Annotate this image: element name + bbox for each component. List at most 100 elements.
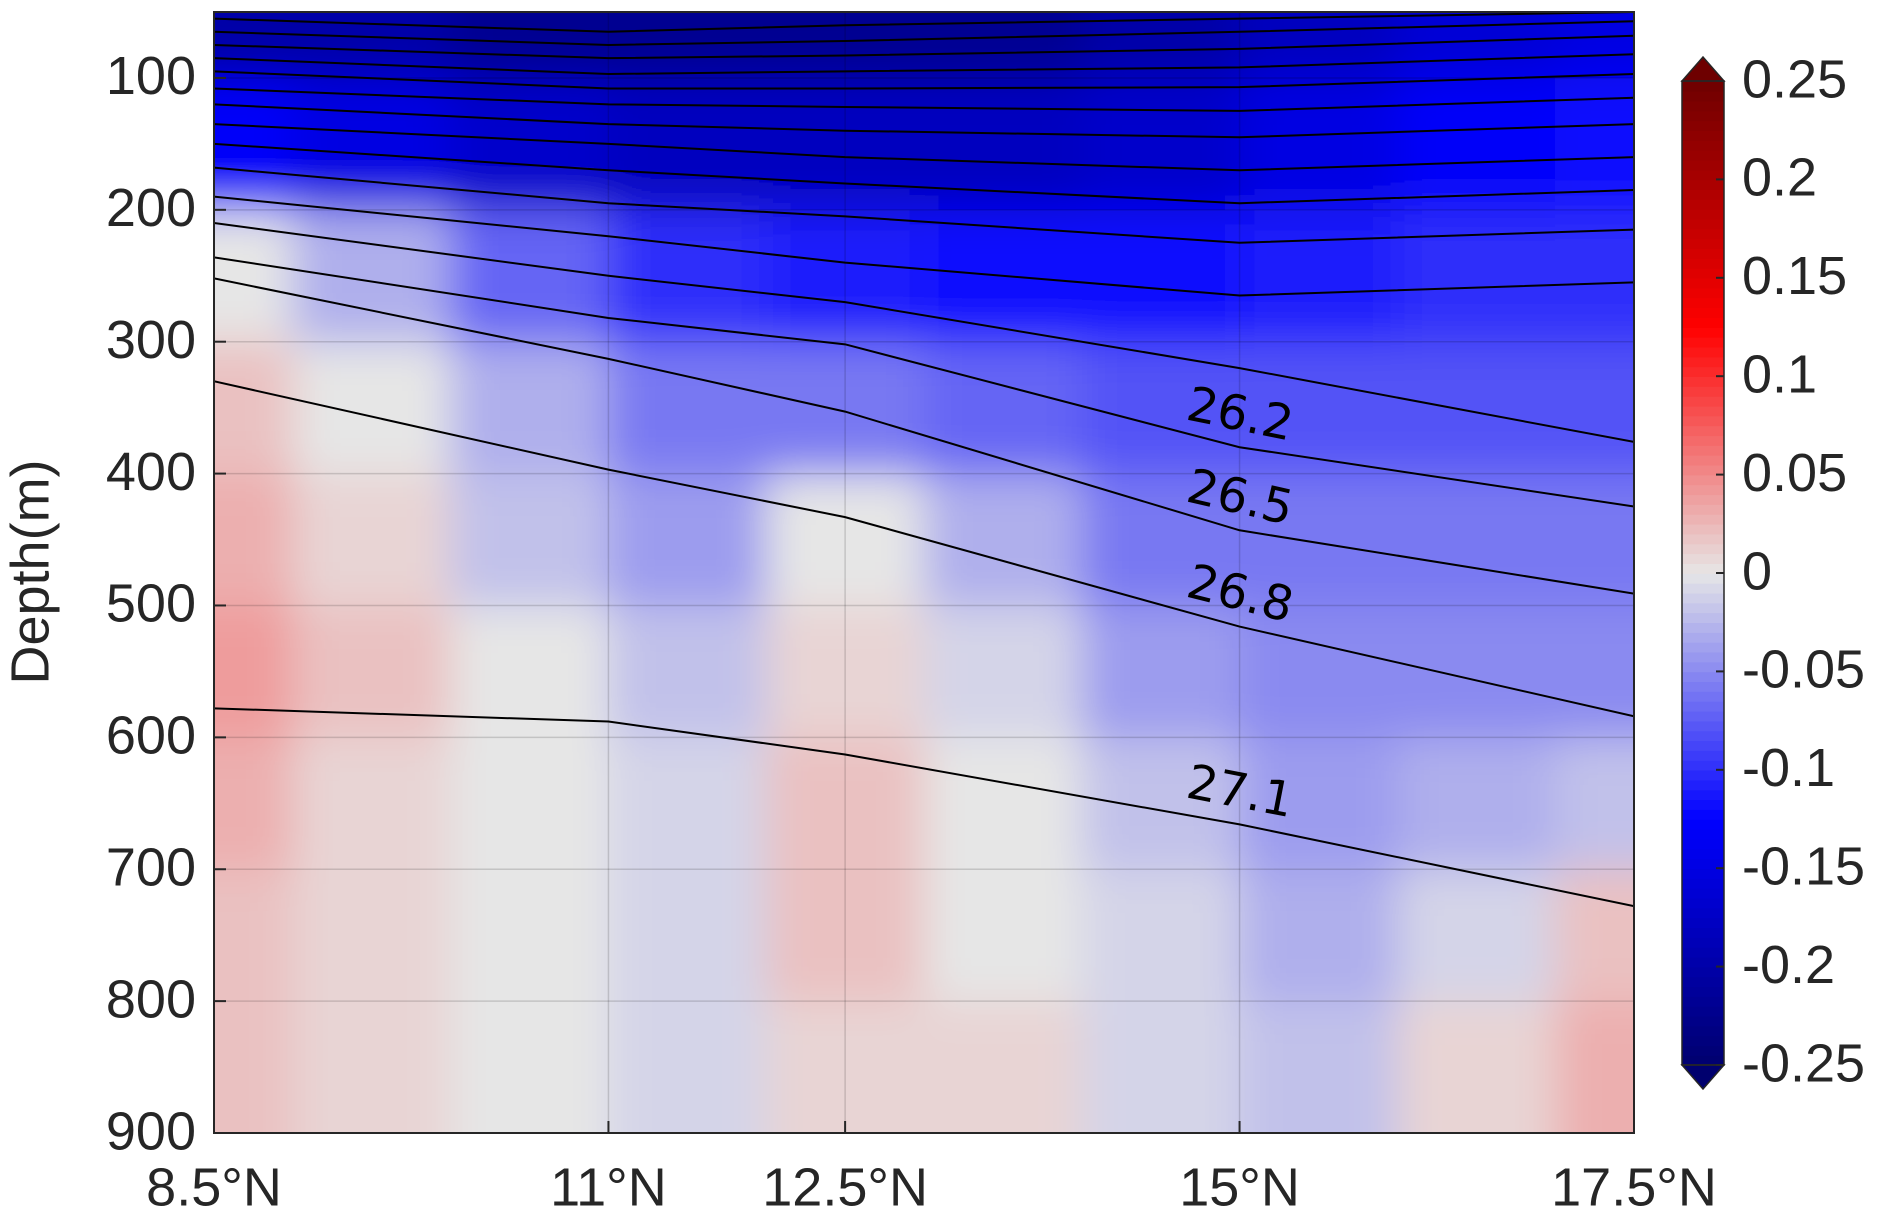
colorbar-step xyxy=(1682,858,1724,869)
colorbar-step xyxy=(1682,671,1724,683)
colorbar-step xyxy=(1682,494,1724,505)
x-tick-label: 11°N xyxy=(550,1157,667,1217)
field-cell xyxy=(1239,209,1399,343)
colorbar-step xyxy=(1682,582,1724,594)
field-cell xyxy=(292,869,452,1003)
isopycnal xyxy=(214,103,1634,139)
colorbar-step xyxy=(1682,700,1724,712)
colorbar-step xyxy=(1682,228,1724,240)
colorbar-step xyxy=(1682,661,1724,673)
field-cell xyxy=(292,473,452,607)
field-cell xyxy=(924,341,1083,475)
field-cell xyxy=(1555,737,1634,871)
isopycnal xyxy=(214,34,1634,60)
y-tick-label: 600 xyxy=(106,706,196,766)
field-cell xyxy=(214,473,294,607)
colorbar-step xyxy=(1682,474,1724,486)
colorbar-step xyxy=(1682,218,1724,230)
colorbar-step xyxy=(1682,966,1724,978)
colorbar-step xyxy=(1682,730,1724,742)
x-tick-label: 12.5°N xyxy=(762,1157,928,1217)
field-cell xyxy=(1081,77,1241,211)
colorbar-step xyxy=(1682,169,1724,181)
colorbar-step xyxy=(1682,986,1724,997)
colorbar-tick-label: 0.1 xyxy=(1742,344,1817,404)
field-cell xyxy=(214,341,294,475)
colorbar-step xyxy=(1682,454,1724,466)
colorbar-step xyxy=(1682,533,1724,545)
field-cell xyxy=(1555,869,1634,1003)
field-cell xyxy=(450,1001,610,1133)
colorbar-step xyxy=(1682,602,1724,614)
colorbar-step xyxy=(1682,287,1724,299)
colorbar-step xyxy=(1682,956,1724,968)
y-tick-label: 800 xyxy=(106,969,196,1029)
field-cell xyxy=(608,209,768,343)
isopycnal xyxy=(214,53,1634,75)
field-cell xyxy=(292,77,452,211)
field-cell xyxy=(1239,341,1399,475)
field-cell xyxy=(1239,473,1399,607)
colorbar-tick-label: 0.15 xyxy=(1742,246,1847,306)
colorbar-step xyxy=(1682,1045,1724,1056)
isopycnal xyxy=(214,70,1634,90)
colorbar-step xyxy=(1682,1025,1724,1037)
colorbar-step xyxy=(1682,386,1724,397)
colorbar-step xyxy=(1682,651,1724,663)
colorbar-step xyxy=(1682,720,1724,732)
y-axis-label: Depth(m) xyxy=(0,459,60,684)
isopycnal xyxy=(214,222,1634,443)
colorbar-step xyxy=(1682,710,1724,722)
colorbar-step xyxy=(1682,297,1724,309)
field-cell xyxy=(924,605,1083,739)
x-tick-label: 17.5°N xyxy=(1551,1157,1717,1217)
field-cell xyxy=(608,1001,768,1133)
field-cell xyxy=(608,473,768,607)
field-cell xyxy=(924,473,1083,607)
x-tick-label: 15°N xyxy=(1179,1157,1300,1217)
colorbar-step xyxy=(1682,317,1724,328)
field-cell xyxy=(1397,737,1557,871)
colorbar-tick-label: 0.2 xyxy=(1742,148,1817,208)
field-cell xyxy=(924,1001,1083,1133)
colorbar-tick-label: -0.15 xyxy=(1742,836,1865,896)
field-cell xyxy=(608,737,768,871)
field-cell xyxy=(214,605,294,739)
colorbar-tick-label: 0 xyxy=(1742,541,1772,601)
field-cell xyxy=(1081,605,1241,739)
colorbar-step xyxy=(1682,90,1724,102)
field-cell xyxy=(450,209,610,343)
colorbar-step xyxy=(1682,415,1724,427)
colorbar-step xyxy=(1682,917,1724,929)
isopycnal xyxy=(214,166,1634,244)
isopycnal xyxy=(214,195,1634,297)
field-cell xyxy=(766,77,925,211)
isopycnal xyxy=(214,277,1634,595)
colorbar-step xyxy=(1682,592,1724,604)
colorbar-step xyxy=(1682,759,1724,771)
y-tick-label: 700 xyxy=(106,838,196,898)
field-cell xyxy=(1555,341,1634,475)
colorbar-step xyxy=(1682,612,1724,623)
colorbar-step xyxy=(1682,740,1724,751)
field-cell xyxy=(608,869,768,1003)
colorbar-step xyxy=(1682,346,1724,358)
colorbar-step xyxy=(1682,691,1724,702)
colorbar-step xyxy=(1682,799,1724,810)
isopycnal xyxy=(214,707,1634,908)
colorbar-step xyxy=(1682,543,1724,555)
field-cell xyxy=(214,869,294,1003)
colorbar-tick-label: -0.25 xyxy=(1742,1033,1865,1093)
isopycnals xyxy=(214,12,1634,908)
colorbar-step xyxy=(1682,553,1724,564)
field-cell xyxy=(766,737,925,871)
colorbar-step xyxy=(1682,976,1724,988)
colorbar-step xyxy=(1682,828,1724,840)
colorbar-step xyxy=(1682,425,1724,437)
field-cell xyxy=(1397,341,1557,475)
colorbar-step xyxy=(1682,887,1724,899)
colorbar-step xyxy=(1682,238,1724,250)
